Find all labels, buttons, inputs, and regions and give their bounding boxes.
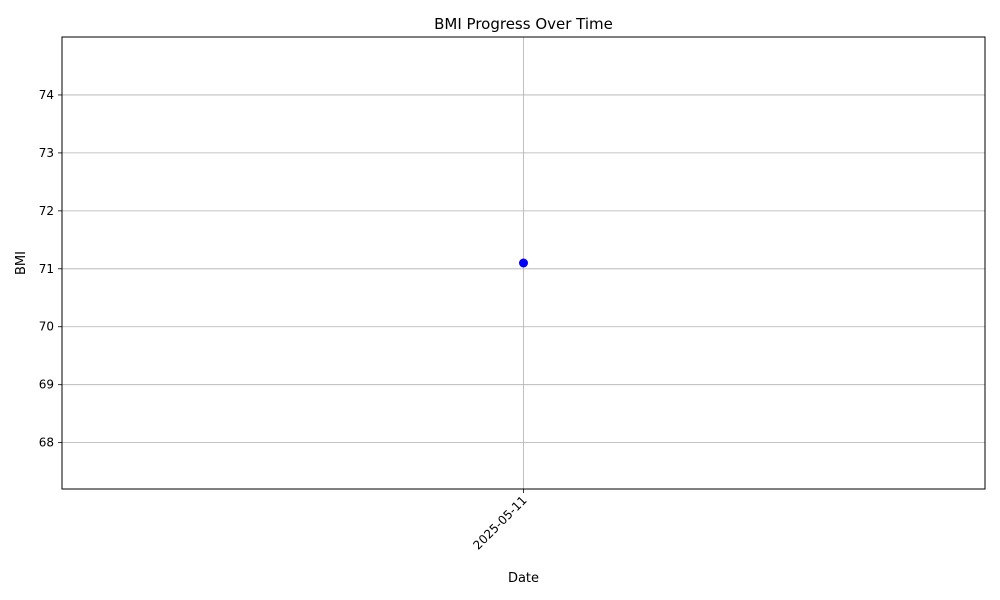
y-tick-label: 71 xyxy=(39,262,54,276)
grid-lines xyxy=(62,37,985,489)
y-tick-label: 68 xyxy=(39,436,54,450)
y-axis-label: BMI xyxy=(14,251,29,275)
chart-title: BMI Progress Over Time xyxy=(434,15,613,33)
y-tick-label: 74 xyxy=(39,88,54,102)
y-tick-label: 69 xyxy=(39,378,54,392)
data-point-marker xyxy=(519,258,528,268)
y-tick-label: 70 xyxy=(39,320,54,334)
x-axis-label: Date xyxy=(508,571,539,586)
y-tick-label: 72 xyxy=(39,204,54,218)
data-series xyxy=(519,258,528,268)
y-tick-label: 73 xyxy=(39,146,54,160)
